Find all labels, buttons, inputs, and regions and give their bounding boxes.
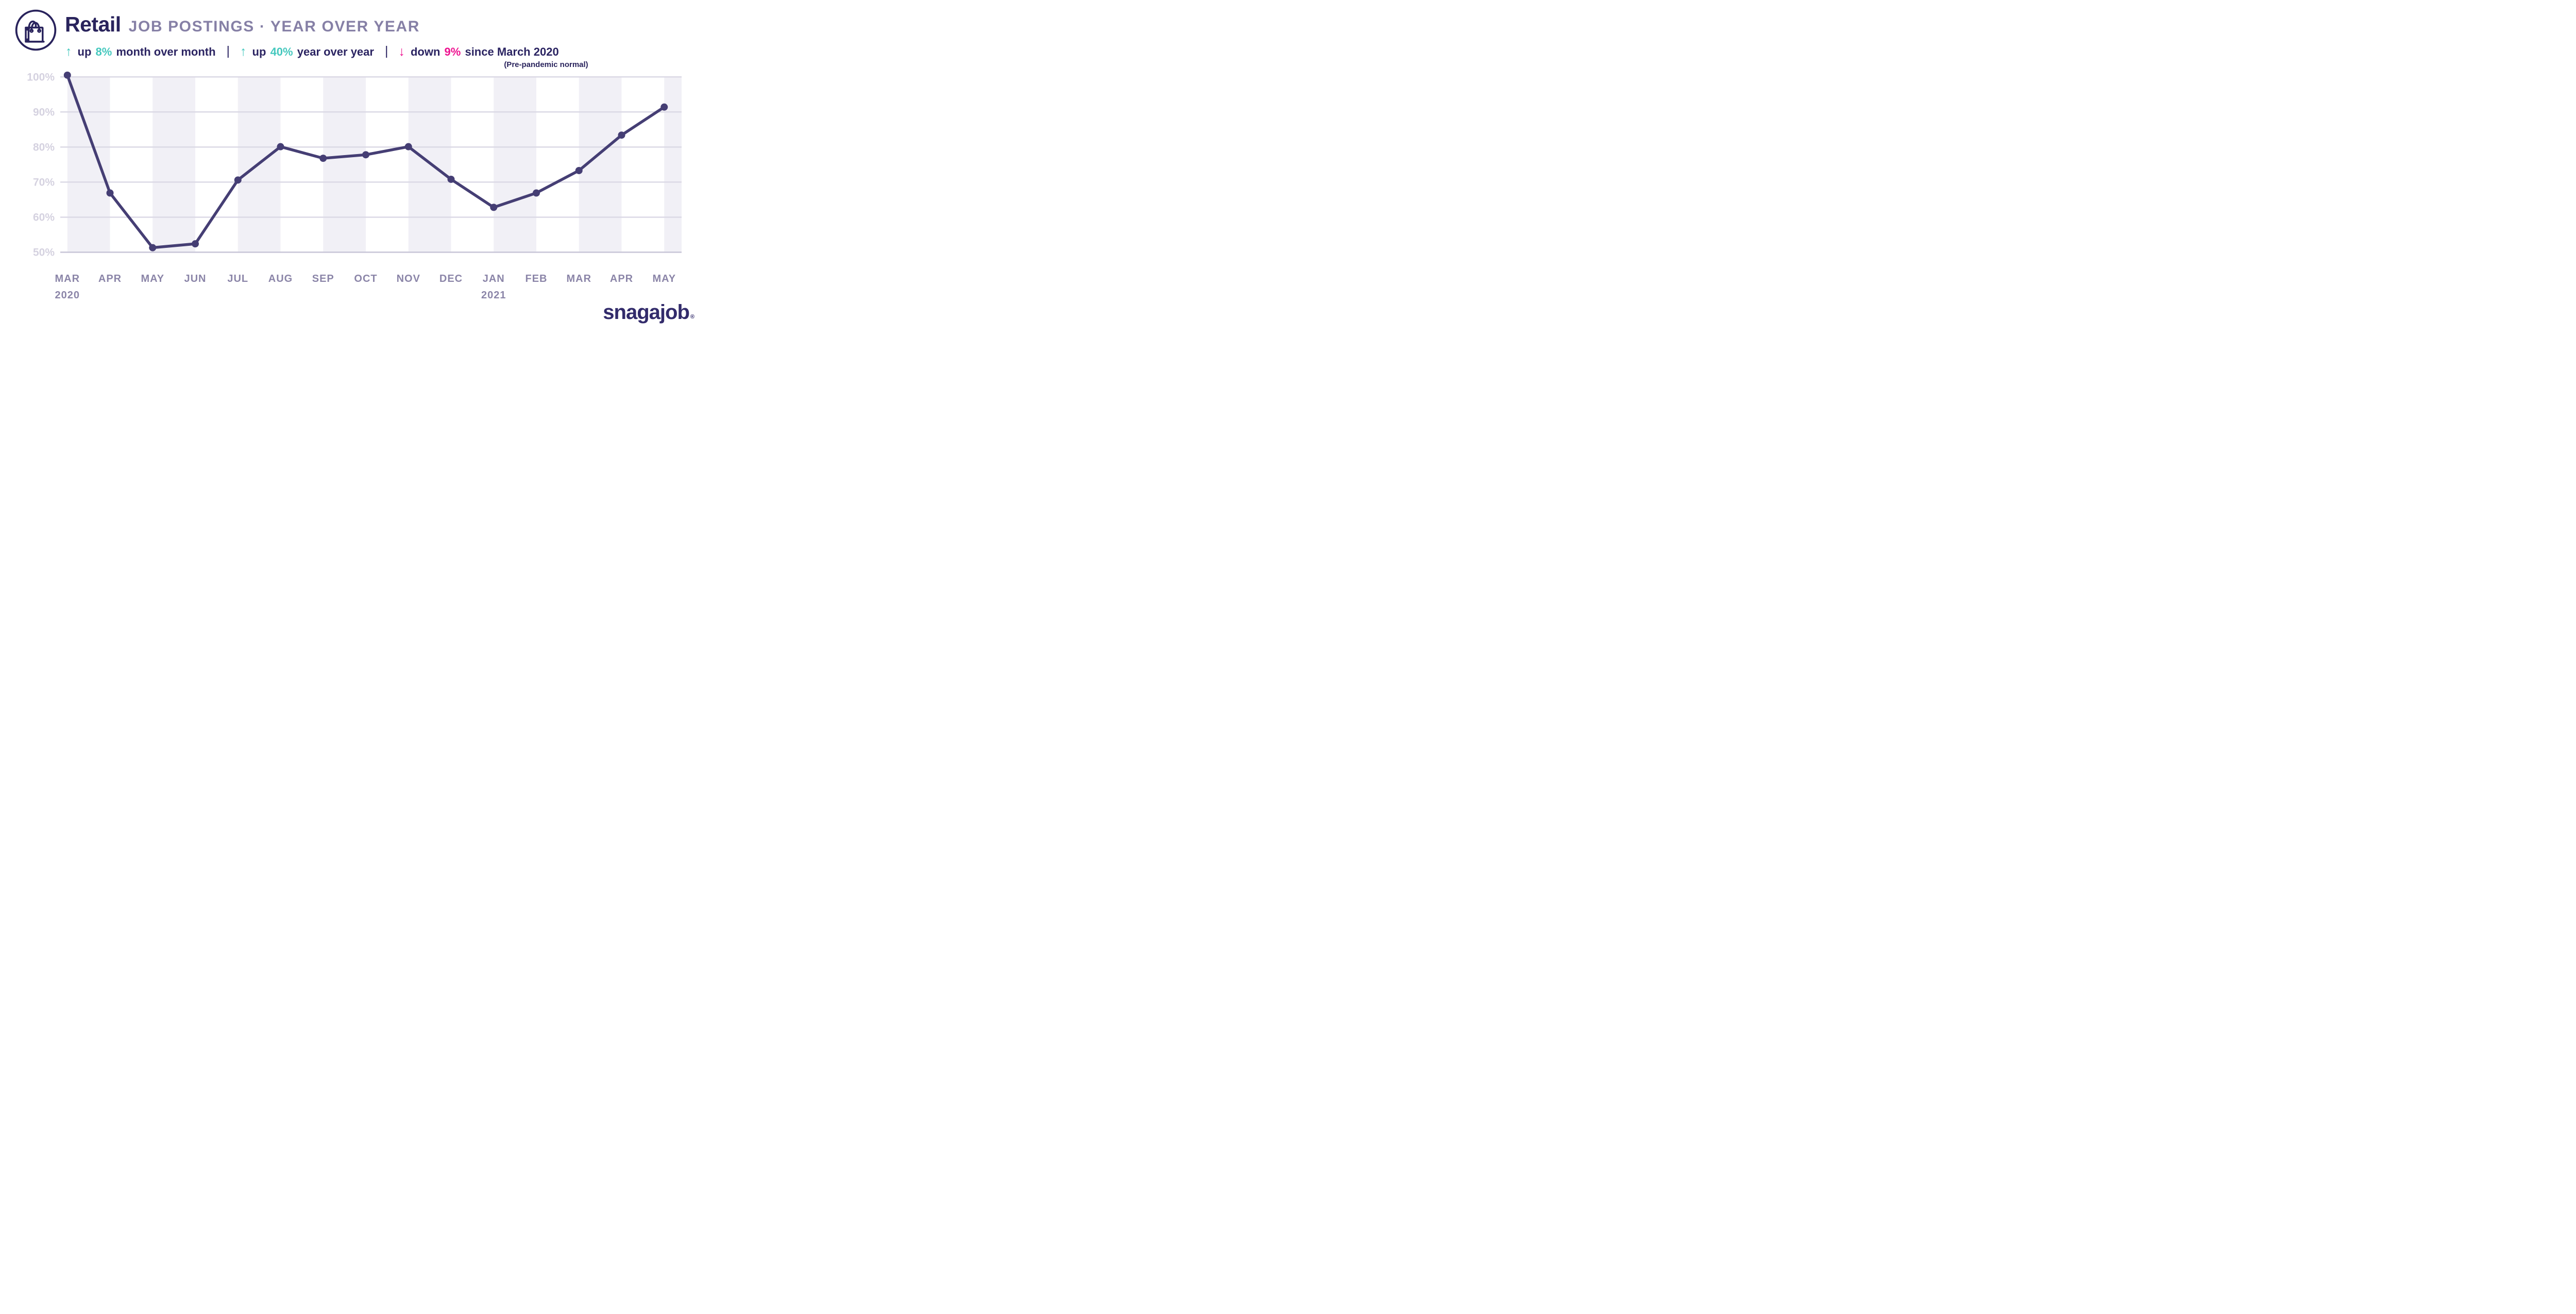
x-axis-year-label: 2020 xyxy=(55,290,80,301)
data-point xyxy=(404,143,412,150)
stat-percent: 8% xyxy=(95,45,112,58)
page-title: Retail JOB POSTINGS · YEAR OVER YEAR xyxy=(65,12,420,37)
up-arrow-icon: ↑ xyxy=(65,44,72,59)
data-point xyxy=(277,143,284,150)
data-point xyxy=(63,71,71,79)
infographic-page: Retail JOB POSTINGS · YEAR OVER YEAR ↑ u… xyxy=(0,0,705,329)
stat-divider: | xyxy=(384,44,388,58)
month-band xyxy=(67,77,110,252)
stat-rest: year over year xyxy=(297,45,374,58)
y-axis-tick-label: 70% xyxy=(33,176,55,188)
y-axis-tick-label: 60% xyxy=(33,211,55,223)
x-axis-month-label: APR xyxy=(98,273,122,284)
month-band xyxy=(664,77,682,252)
x-axis-month-label: MAR xyxy=(55,273,80,284)
x-axis-month-label: MAY xyxy=(652,273,676,284)
data-point xyxy=(533,189,540,197)
up-arrow-icon: ↑ xyxy=(240,44,247,59)
data-point xyxy=(490,204,498,211)
data-point xyxy=(618,131,625,139)
x-axis-month-label: SEP xyxy=(312,273,334,284)
data-point xyxy=(447,175,455,183)
x-axis-month-label: OCT xyxy=(354,273,377,284)
stat-rest: month over month xyxy=(116,45,216,58)
data-point xyxy=(149,244,157,251)
data-point xyxy=(106,189,114,197)
x-axis-month-label: NOV xyxy=(397,273,420,284)
x-axis-month-label: JUL xyxy=(227,273,248,284)
snagajob-logo: snagajob ® xyxy=(603,302,694,323)
stat-since-march: ↓ down 9% since March 2020 (Pre-pandemic… xyxy=(398,44,588,69)
y-axis-tick-label: 80% xyxy=(33,141,55,153)
stat-label: up 8% month over month xyxy=(77,45,216,59)
stat-percent: 40% xyxy=(270,45,293,58)
registered-mark: ® xyxy=(690,314,694,320)
data-point xyxy=(660,103,668,111)
stat-label: down 9% since March 2020 xyxy=(410,45,560,59)
stat-percent: 9% xyxy=(444,45,461,58)
stat-label: up 40% year over year xyxy=(252,45,375,59)
yoy-line-chart: 100% 90% 80% 70% 60% 50% MAR APR MAY JUN JUL AUG SEP… xyxy=(27,71,682,301)
shopping-bag-icon xyxy=(14,9,57,52)
y-axis-tick-label: 100% xyxy=(27,71,55,83)
x-axis-month-label: DEC xyxy=(439,273,463,284)
month-band xyxy=(494,77,536,252)
x-axis-month-label: JUN xyxy=(184,273,206,284)
month-band xyxy=(152,77,195,252)
pre-pandemic-note: (Pre-pandemic normal) xyxy=(504,60,588,69)
stats-row: ↑ up 8% month over month | ↑ up 40% year… xyxy=(65,44,588,69)
title-subtitle: JOB POSTINGS · YEAR OVER YEAR xyxy=(128,18,420,35)
logo-text: snagajob xyxy=(603,301,690,324)
data-point xyxy=(192,240,199,248)
y-axis-tick-label: 50% xyxy=(33,247,55,259)
x-axis-month-label: MAR xyxy=(566,273,591,284)
data-point xyxy=(575,166,583,174)
x-axis-month-label: JAN xyxy=(483,273,505,284)
stat-word: down xyxy=(410,45,440,58)
x-axis-month-label: FEB xyxy=(526,273,548,284)
data-point xyxy=(319,155,327,162)
data-point xyxy=(362,151,369,159)
x-axis-month-label: AUG xyxy=(268,273,293,284)
y-axis-tick-label: 90% xyxy=(33,106,55,118)
down-arrow-icon: ↓ xyxy=(398,44,405,59)
x-axis-month-label: APR xyxy=(610,273,633,284)
stat-year-over-year: ↑ up 40% year over year xyxy=(240,44,375,59)
title-category: Retail xyxy=(65,12,121,36)
stat-word: up xyxy=(77,45,92,58)
x-axis-year-label: 2021 xyxy=(481,290,506,301)
stat-month-over-month: ↑ up 8% month over month xyxy=(65,44,216,59)
stat-divider: | xyxy=(226,44,230,58)
data-point xyxy=(234,176,242,184)
month-band xyxy=(323,77,366,252)
x-axis-month-label: MAY xyxy=(141,273,164,284)
stat-rest: since March 2020 xyxy=(465,45,559,58)
stat-word: up xyxy=(252,45,266,58)
